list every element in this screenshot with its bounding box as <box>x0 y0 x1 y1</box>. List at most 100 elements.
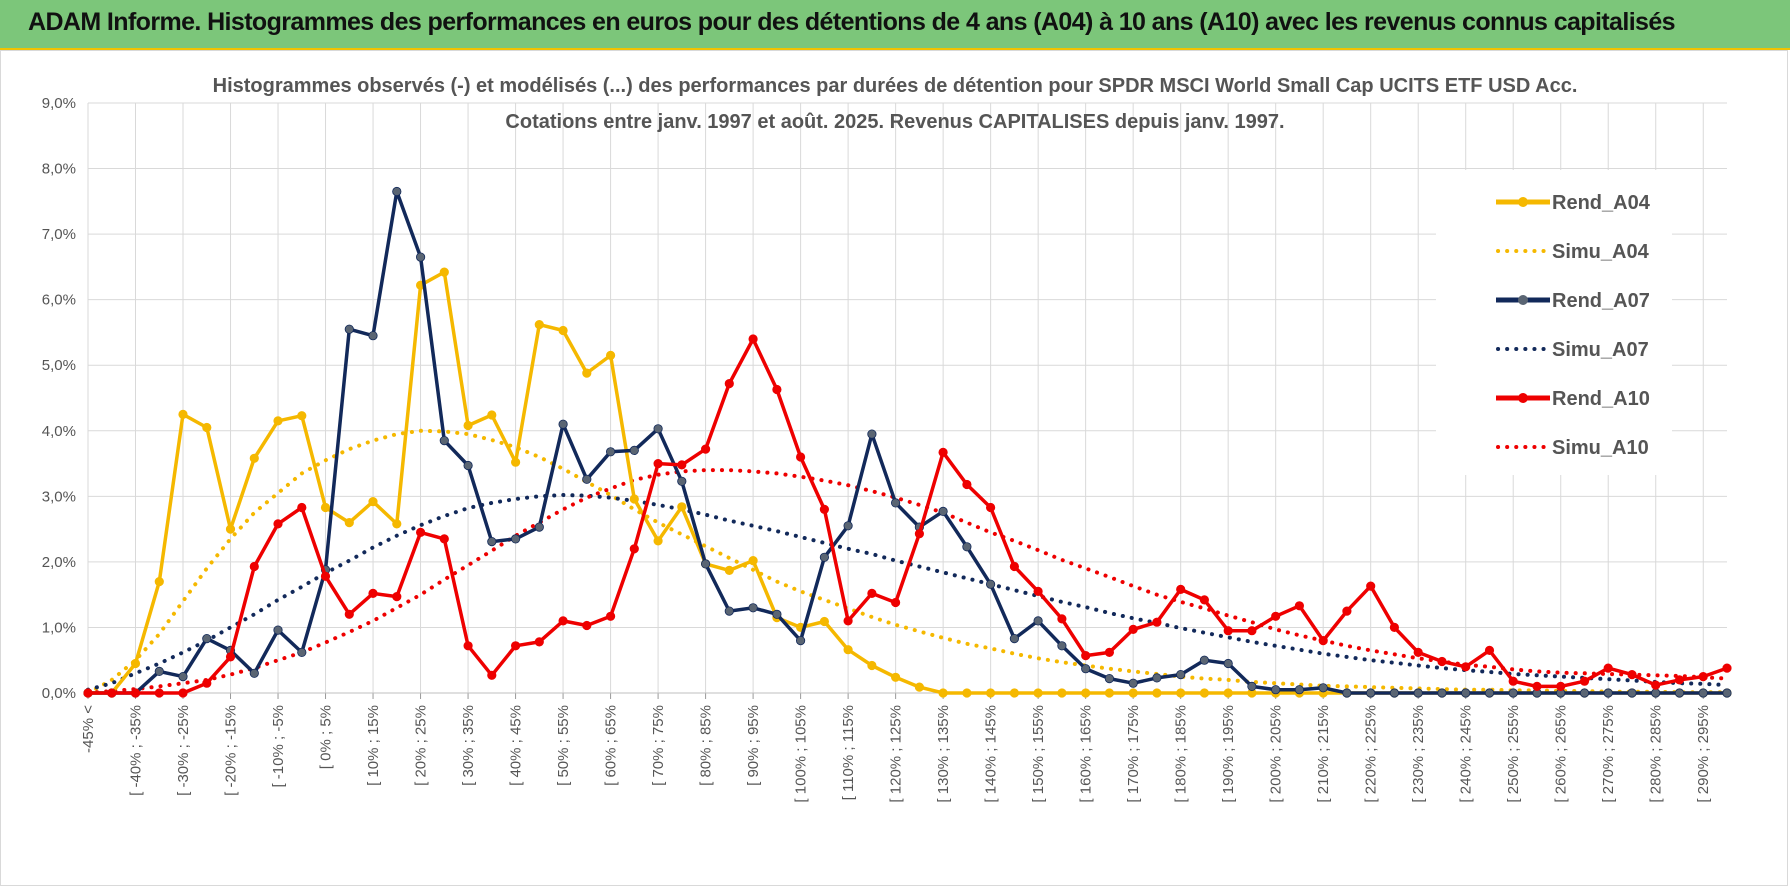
rend-a04-point <box>938 688 948 698</box>
x-tick-label: [ 40% ; 45% <box>508 705 525 786</box>
rend-a07-point <box>1033 616 1043 626</box>
rend-a10-point <box>938 447 948 457</box>
rend-a04-point <box>297 411 307 421</box>
legend-marker-rend-a04 <box>1518 197 1528 207</box>
x-tick-label: [ 290% ; 295% <box>1695 705 1712 803</box>
rend-a10-point <box>1484 645 1495 656</box>
x-tick-label: [ 280% ; 285% <box>1648 705 1665 803</box>
x-tick-label: [ 120% ; 125% <box>888 705 905 803</box>
rend-a10-point <box>1532 681 1542 692</box>
rend-a07-point <box>1342 688 1352 698</box>
y-tick-label: 3,0% <box>42 488 76 505</box>
rend-a10-point <box>843 616 853 626</box>
rend-a10-point <box>985 502 996 513</box>
x-tick-label: [ 270% ; 275% <box>1600 705 1617 803</box>
rend-a07-point <box>1128 678 1138 688</box>
rend-a04-point <box>1128 688 1138 698</box>
rend-a07-point <box>1651 688 1661 698</box>
legend-box <box>1436 170 1672 475</box>
legend-label-rend-a07: Rend_A07 <box>1552 290 1650 312</box>
legend-label-simu-a07: Simu_A07 <box>1552 339 1649 361</box>
rend-a07-point <box>154 666 164 677</box>
x-tick-label: [ 60% ; 65% <box>603 705 620 786</box>
y-tick-label: 5,0% <box>42 357 76 374</box>
rend-a04-point <box>748 555 758 566</box>
rend-a07-point <box>1461 688 1471 698</box>
rend-a04-point <box>819 616 830 627</box>
y-tick-label: 9,0% <box>42 95 76 112</box>
x-tick-label: [ 80% ; 85% <box>698 705 715 786</box>
rend-a10-point <box>1627 669 1637 680</box>
y-tick-label: 4,0% <box>42 423 76 440</box>
x-tick-label: [ 90% ; 95% <box>745 705 762 786</box>
rend-a10-point <box>1413 647 1423 658</box>
rend-a07-point <box>510 534 521 544</box>
rend-a07-point <box>178 671 188 682</box>
rend-a10-point <box>1081 650 1091 661</box>
x-tick-label: [ 140% ; 145% <box>983 705 1000 803</box>
rend-a07-point <box>582 474 592 484</box>
chart-frame <box>0 50 1788 886</box>
rend-a04-point <box>510 457 521 467</box>
rend-a07-point <box>392 186 402 197</box>
rend-a07-point <box>1247 681 1257 692</box>
rend-a10-point <box>297 502 307 513</box>
rend-a07-point <box>1294 685 1305 695</box>
x-tick-label: [ 230% ; 235% <box>1410 705 1427 803</box>
simu-a07-line <box>86 492 1729 692</box>
rend-a04-point <box>867 660 877 671</box>
rend-a04-point <box>1104 688 1115 698</box>
rend-a10-point <box>890 597 901 608</box>
rend-a10-point <box>1651 680 1661 690</box>
rend-a07-point <box>867 429 877 439</box>
rend-a04-point <box>202 422 212 433</box>
rend-a10-point <box>154 688 164 698</box>
rend-a07-point <box>1627 688 1637 698</box>
rend-a04-point <box>392 519 402 529</box>
rend-a04-point <box>249 453 259 463</box>
rend-a10-point <box>748 334 758 344</box>
x-tick-label: [ 200% ; 205% <box>1268 705 1285 803</box>
chart-subtitle: Cotations entre janv. 1997 et août. 2025… <box>505 111 1284 133</box>
x-tick-label: [ 220% ; 225% <box>1363 705 1380 803</box>
rend-a04-point <box>890 672 901 682</box>
rend-a04-point <box>273 416 283 426</box>
rend-a10-point <box>1152 617 1162 627</box>
legend-label-simu-a04: Simu_A04 <box>1552 241 1650 263</box>
rend-a10-point <box>558 616 568 626</box>
rend-a07-point <box>985 579 996 589</box>
rend-a10-point <box>344 609 354 619</box>
rend-a07-point <box>463 460 473 471</box>
rend-a07-point <box>415 252 426 262</box>
rend-a04-point <box>677 502 687 512</box>
x-tick-label: [ 260% ; 265% <box>1553 705 1570 803</box>
rend-a10-point <box>867 588 877 599</box>
rend-a10-point <box>1508 676 1518 686</box>
rend-a04-point <box>534 319 544 330</box>
rend-a04-point <box>1152 688 1162 698</box>
x-tick-label: [ 210% ; 215% <box>1315 705 1332 803</box>
x-tick-label: -45% < <box>80 705 97 753</box>
banner-title: ADAM Informe. Histogrammes des performan… <box>28 8 1676 36</box>
y-tick-label: 8,0% <box>42 161 76 178</box>
rend-a10-point <box>202 678 212 688</box>
rend-a04-point <box>962 688 972 698</box>
rend-a04-point <box>344 517 354 528</box>
rend-a07-point <box>1318 683 1328 693</box>
rend-a10-point <box>534 637 544 647</box>
rend-a04-point <box>582 368 592 378</box>
rend-a10-point <box>273 519 283 529</box>
rend-a07-point <box>700 559 711 569</box>
rend-a10-point <box>130 688 141 698</box>
rend-a07-point <box>629 445 639 455</box>
rend-a07-point <box>558 419 568 429</box>
rend-a07-point <box>1271 685 1281 695</box>
rend-a10-point <box>653 458 663 469</box>
rend-a10-point <box>914 529 925 539</box>
legend-label-rend-a10: Rend_A10 <box>1552 388 1650 410</box>
rend-a04-point <box>439 267 449 277</box>
rend-a10-point <box>1128 624 1138 635</box>
rend-a10-point <box>772 384 782 395</box>
rend-a10-point <box>1389 622 1400 633</box>
